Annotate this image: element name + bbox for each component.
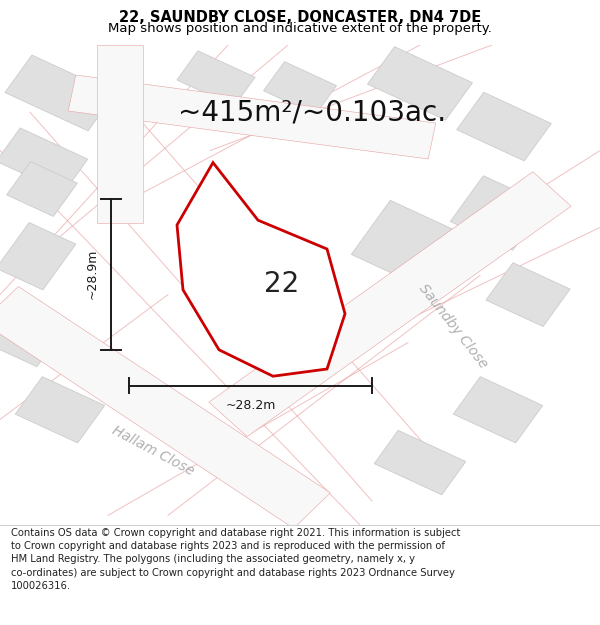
Polygon shape bbox=[451, 176, 545, 250]
Polygon shape bbox=[68, 75, 436, 159]
Text: ~28.9m: ~28.9m bbox=[85, 249, 98, 299]
Polygon shape bbox=[0, 128, 88, 192]
Text: Hallam Close: Hallam Close bbox=[110, 423, 196, 478]
Text: Map shows position and indicative extent of the property.: Map shows position and indicative extent… bbox=[108, 22, 492, 35]
Polygon shape bbox=[457, 92, 551, 161]
Polygon shape bbox=[16, 377, 104, 443]
Polygon shape bbox=[0, 299, 70, 367]
Polygon shape bbox=[374, 431, 466, 495]
Text: Contains OS data © Crown copyright and database right 2021. This information is : Contains OS data © Crown copyright and d… bbox=[11, 528, 460, 591]
Text: 22: 22 bbox=[265, 270, 299, 298]
Polygon shape bbox=[7, 162, 77, 216]
Text: Saundby Close: Saundby Close bbox=[416, 281, 490, 371]
Polygon shape bbox=[0, 222, 76, 290]
Text: ~28.2m: ~28.2m bbox=[226, 399, 275, 412]
Polygon shape bbox=[368, 47, 472, 120]
Polygon shape bbox=[177, 162, 345, 376]
Polygon shape bbox=[486, 262, 570, 326]
Text: ~415m²/~0.103ac.: ~415m²/~0.103ac. bbox=[178, 98, 446, 126]
Polygon shape bbox=[0, 286, 331, 528]
Polygon shape bbox=[352, 201, 452, 283]
Polygon shape bbox=[454, 377, 542, 443]
Polygon shape bbox=[209, 172, 571, 437]
Polygon shape bbox=[263, 62, 337, 115]
Text: 22, SAUNDBY CLOSE, DONCASTER, DN4 7DE: 22, SAUNDBY CLOSE, DONCASTER, DN4 7DE bbox=[119, 10, 481, 25]
Polygon shape bbox=[97, 45, 143, 222]
Polygon shape bbox=[5, 55, 115, 131]
Polygon shape bbox=[177, 51, 255, 106]
